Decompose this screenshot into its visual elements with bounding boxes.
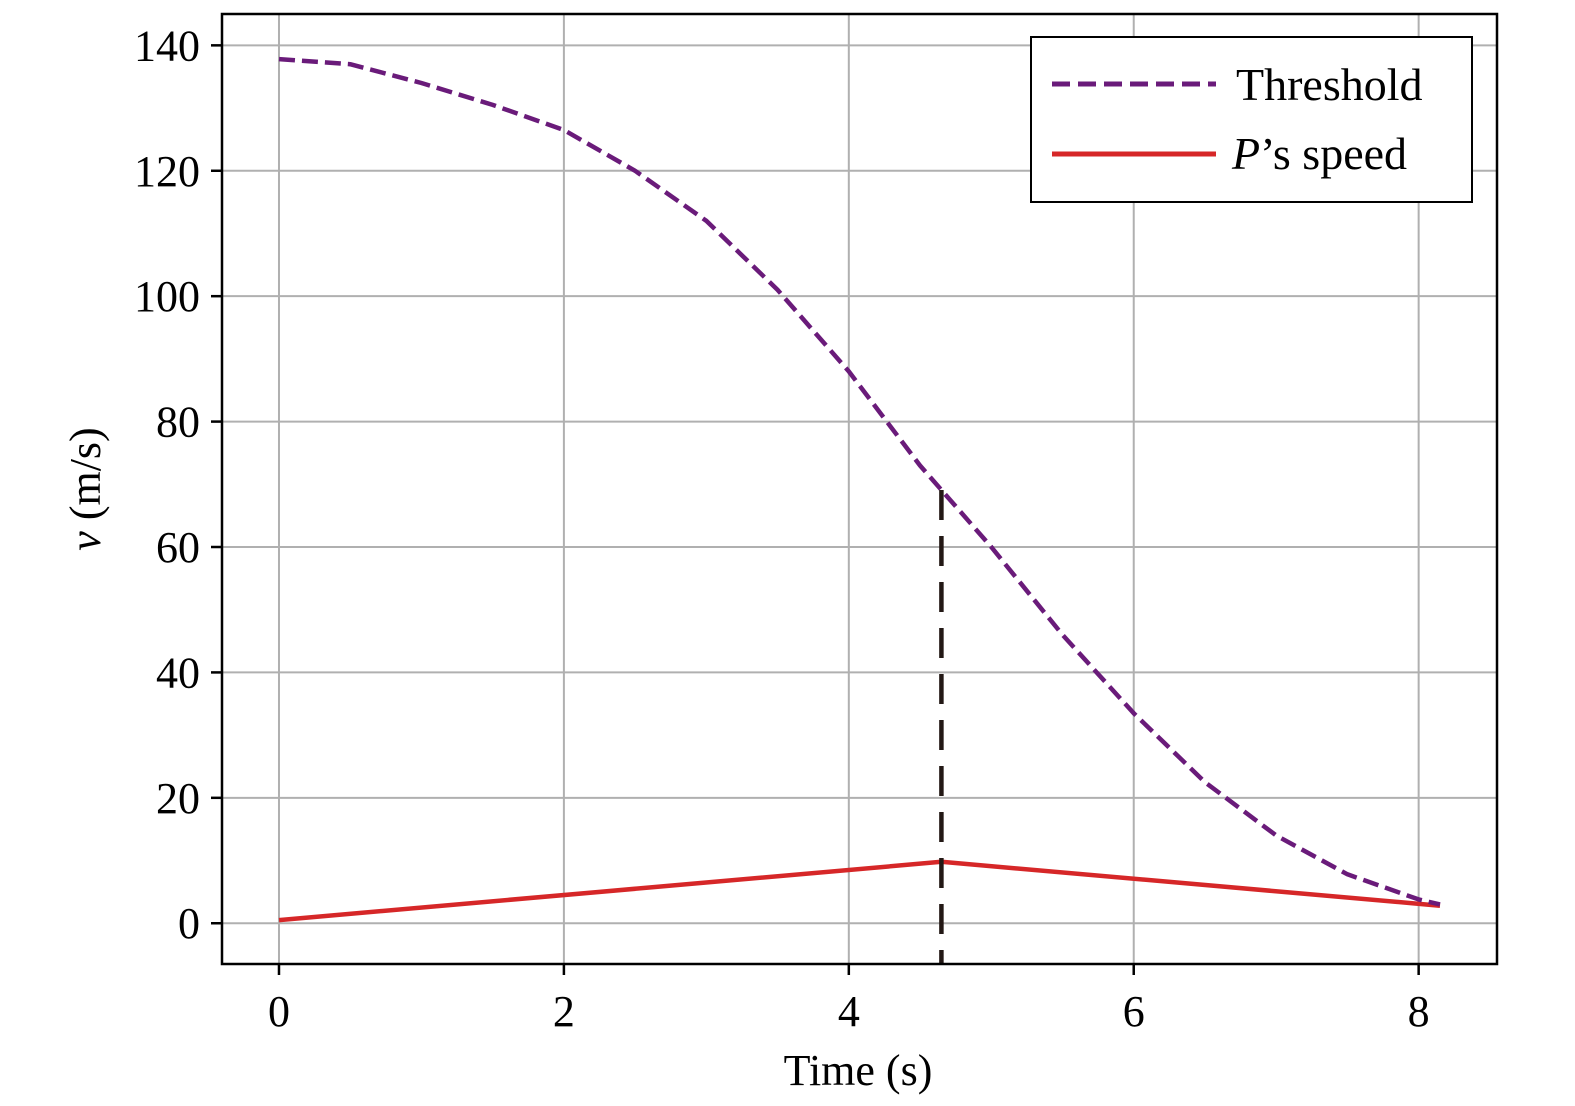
y-tick-label: 60: [156, 523, 200, 572]
x-tick-label: 4: [838, 987, 860, 1036]
legend-label-threshold: Threshold: [1236, 59, 1423, 110]
y-axis-variable: v: [61, 531, 110, 551]
legend: Threshold P’s speed: [1030, 36, 1473, 203]
legend-label-speed-rest: ’s speed: [1260, 128, 1407, 179]
y-axis-title: v (m/s): [61, 427, 110, 550]
x-tick-label: 6: [1123, 987, 1145, 1036]
threshold-line: [278, 56, 1441, 907]
plot-frame: [220, 12, 1499, 966]
y-tick-label: 80: [156, 398, 200, 447]
y-tick-label: 20: [156, 774, 200, 823]
x-tick-label: 8: [1408, 987, 1430, 1036]
legend-label-speed-italic: P: [1231, 128, 1260, 179]
x-axis-title: Time (s): [784, 1046, 933, 1095]
y-tick-label: 100: [134, 272, 200, 321]
y-axis-unit: (m/s): [61, 427, 110, 531]
x-tick-label: 2: [553, 987, 575, 1036]
legend-label-speed: P’s speed: [1231, 128, 1407, 179]
y-tick-label: 40: [156, 648, 200, 697]
y-tick-label: 0: [178, 899, 200, 948]
y-tick-label: 120: [134, 147, 200, 196]
grid: [222, 14, 1497, 964]
legend-box: [1030, 36, 1473, 203]
y-tick-label: 140: [134, 21, 200, 70]
x-tick-label: 0: [268, 987, 290, 1036]
